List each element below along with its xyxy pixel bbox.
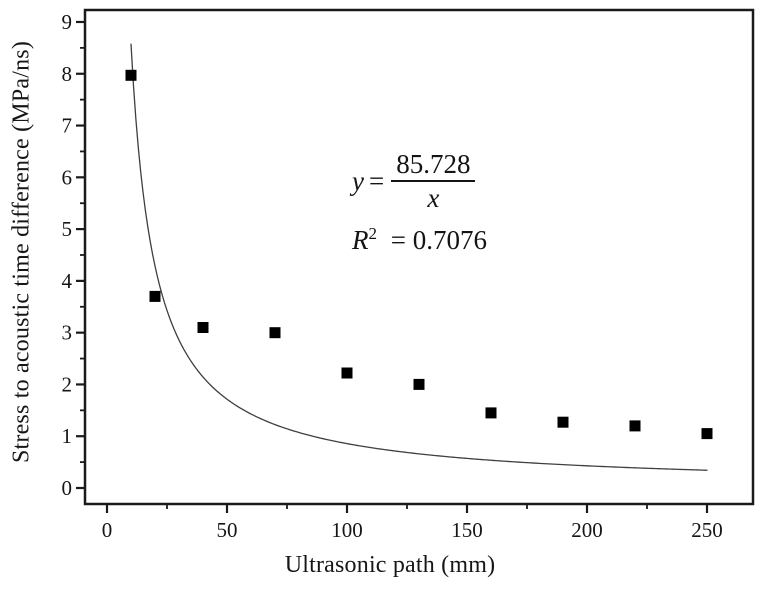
axis-tick-labels: 0 50 100 150 200 250 0 1 2 3 4 5 6 7 8 9 [62,10,723,542]
x-axis-tick-label: 200 [571,518,603,542]
data-point [197,322,209,333]
r-squared-line: R2 = 0.7076 [352,224,487,256]
r-squared-symbol: R [352,225,369,256]
x-axis-tick-label: 250 [691,518,723,542]
y-axis-tick-label: 8 [62,62,73,86]
y-axis-tick-label: 2 [62,372,73,396]
y-axis-tick-label: 5 [62,217,73,241]
data-point [701,428,713,440]
y-axis-tick-label: 3 [62,321,73,345]
equation-denominator: x [427,183,440,214]
fraction-bar [391,180,476,183]
data-point [149,290,161,302]
y-axis-tick-label: 0 [62,476,73,500]
data-point [341,367,353,379]
r-squared-value: = 0.7076 [390,225,487,256]
axis-ticks [76,20,709,513]
y-axis-tick-label: 6 [62,165,73,189]
data-points-layer [125,69,713,440]
equation-line: y = 85.728 x [352,149,487,213]
y-axis-title: Stress to acoustic time difference (MPa/… [8,40,35,464]
equation-equals-sign: = [368,165,385,196]
data-point [557,416,569,428]
equation-fraction: 85.728 x [391,149,476,214]
data-point [485,407,497,419]
data-point [629,420,641,432]
x-axis-tick-label: 0 [102,518,113,542]
x-axis-tick-label: 150 [451,518,483,542]
data-point [413,378,425,390]
data-point [125,69,137,81]
y-axis-tick-label: 4 [62,269,73,293]
x-axis-tick-label: 50 [217,518,238,542]
data-point [269,327,281,339]
fit-curve-layer [130,43,708,471]
fit-equation-annotation: y = 85.728 x R2 = 0.7076 [352,149,487,256]
plot-frame [83,8,755,506]
y-axis-tick-label: 9 [62,10,73,34]
fit-curve [130,43,708,471]
x-axis-title: Ultrasonic path (mm) [284,552,496,578]
equation-y-variable: y [352,165,364,196]
r-squared-exponent: 2 [368,224,378,244]
y-axis-tick-label: 1 [62,424,73,448]
equation-numerator: 85.728 [396,149,471,179]
x-axis-tick-label: 100 [331,518,363,542]
y-axis-tick-label: 7 [62,114,73,138]
